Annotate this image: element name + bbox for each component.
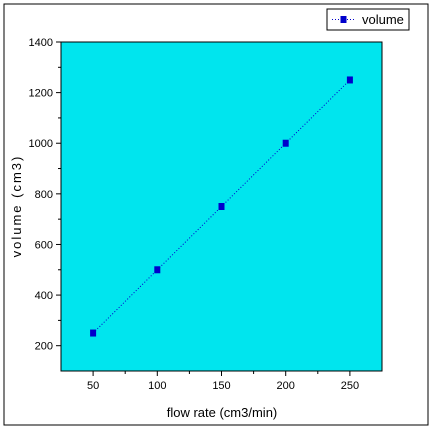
legend-label: volume bbox=[362, 12, 404, 27]
data-point bbox=[154, 266, 161, 274]
y-tick-label: 1000 bbox=[29, 138, 53, 150]
data-point bbox=[282, 139, 289, 147]
y-tick-label: 200 bbox=[35, 341, 53, 353]
y-axis: 200 400 600 800 1000 1200 1400 bbox=[29, 37, 61, 353]
data-point bbox=[346, 76, 353, 84]
x-tick-label: 250 bbox=[341, 380, 359, 392]
legend-box bbox=[326, 8, 410, 31]
series-layer bbox=[90, 76, 353, 337]
y-tick-label: 400 bbox=[35, 290, 53, 302]
legend-marker bbox=[340, 16, 347, 23]
x-tick-label: 200 bbox=[277, 380, 295, 392]
y-axis-label: volume (cm3) bbox=[9, 155, 24, 258]
x-tick-label: 100 bbox=[148, 380, 166, 392]
y-tick-label: 800 bbox=[35, 189, 53, 201]
y-tick-label: 1400 bbox=[29, 37, 53, 49]
x-axis-label: flow rate (cm3/min) bbox=[167, 405, 278, 420]
data-point bbox=[218, 203, 225, 210]
y-tick-label: 1200 bbox=[29, 88, 53, 100]
legend: volume bbox=[326, 8, 410, 31]
x-tick-label: 50 bbox=[87, 380, 99, 392]
y-tick-label: 600 bbox=[35, 239, 53, 251]
data-point bbox=[90, 329, 97, 337]
x-axis: 50 100 150 200 250 bbox=[87, 371, 359, 392]
x-tick-label: 150 bbox=[212, 380, 230, 392]
